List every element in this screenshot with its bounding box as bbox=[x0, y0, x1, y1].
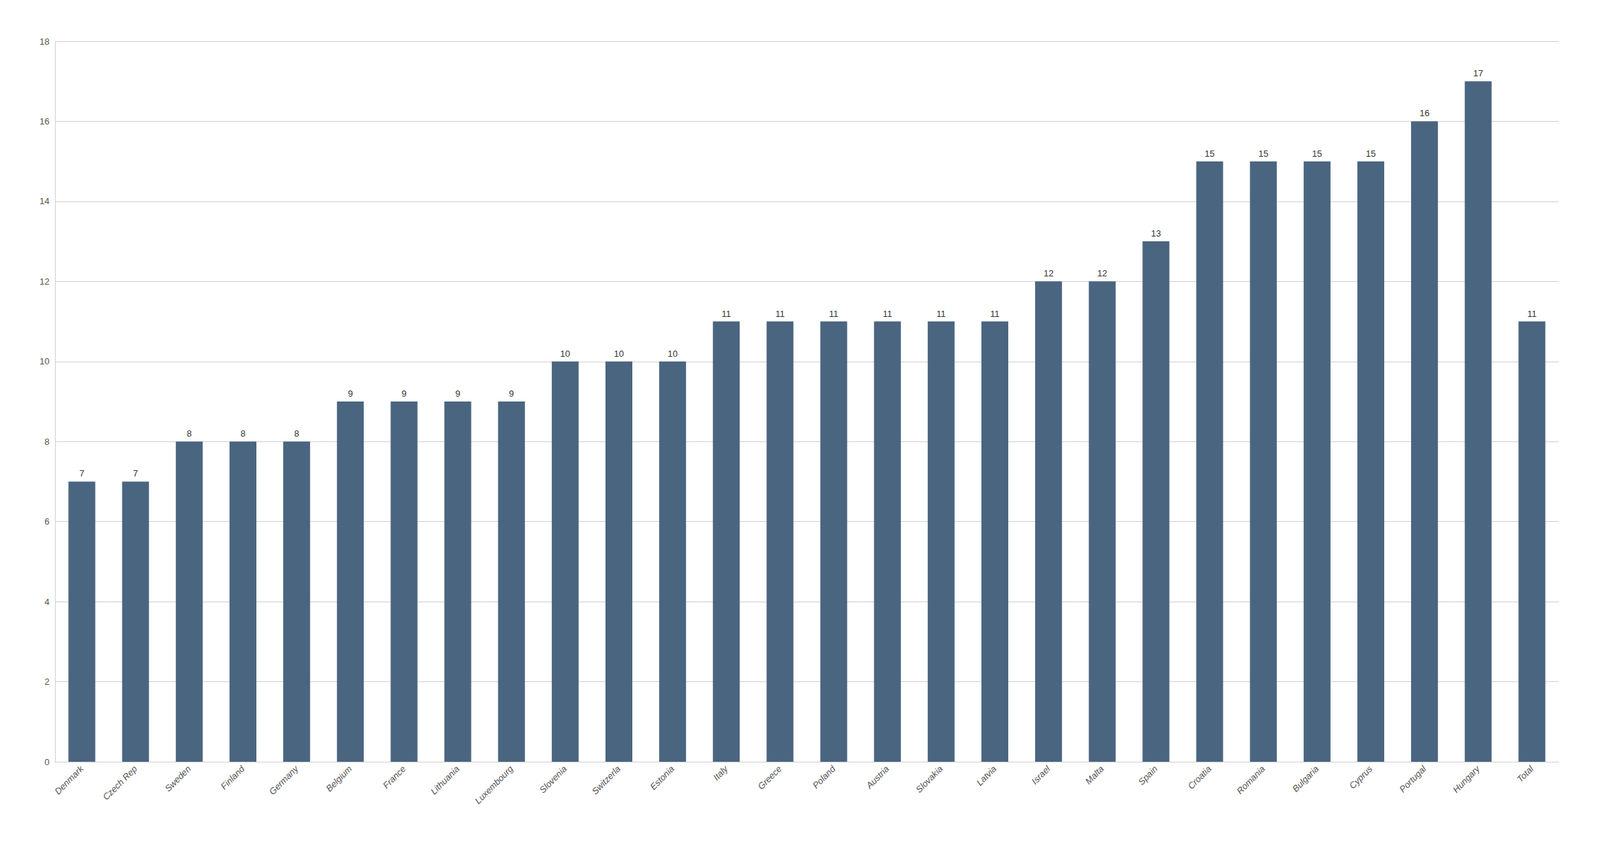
svg-text:Spain: Spain bbox=[1136, 763, 1160, 787]
svg-text:11: 11 bbox=[1527, 308, 1537, 319]
svg-text:13: 13 bbox=[1151, 228, 1161, 239]
svg-text:Slovakia: Slovakia bbox=[913, 763, 945, 795]
svg-text:Germany: Germany bbox=[267, 762, 302, 797]
svg-text:15: 15 bbox=[1312, 148, 1322, 159]
svg-text:Austria: Austria bbox=[863, 763, 892, 792]
svg-text:Belgium: Belgium bbox=[323, 763, 354, 794]
svg-text:Denmark: Denmark bbox=[52, 762, 87, 797]
svg-text:11: 11 bbox=[882, 308, 893, 319]
svg-text:12: 12 bbox=[1097, 268, 1108, 279]
svg-text:Israel: Israel bbox=[1029, 762, 1053, 787]
svg-text:Luxembourg: Luxembourg bbox=[472, 762, 516, 806]
svg-text:10: 10 bbox=[560, 348, 570, 359]
svg-text:9: 9 bbox=[454, 388, 460, 399]
svg-text:Italy: Italy bbox=[711, 762, 732, 783]
svg-text:15: 15 bbox=[1258, 148, 1269, 159]
svg-text:Estonia: Estonia bbox=[648, 763, 677, 792]
svg-text:17: 17 bbox=[1473, 68, 1484, 79]
svg-text:15: 15 bbox=[1204, 148, 1215, 159]
svg-text:4: 4 bbox=[44, 596, 50, 607]
svg-text:16: 16 bbox=[1419, 107, 1429, 119]
svg-text:6: 6 bbox=[44, 516, 50, 527]
svg-text:Greece: Greece bbox=[756, 763, 785, 792]
svg-text:Romania: Romania bbox=[1234, 763, 1267, 796]
svg-text:9: 9 bbox=[401, 388, 407, 399]
svg-text:12: 12 bbox=[1043, 268, 1053, 279]
svg-text:Cyprus: Cyprus bbox=[1347, 762, 1375, 791]
svg-text:Lithuania: Lithuania bbox=[428, 763, 462, 797]
svg-text:Poland: Poland bbox=[810, 762, 838, 791]
svg-text:11: 11 bbox=[990, 308, 1000, 319]
svg-text:9: 9 bbox=[347, 388, 353, 399]
svg-text:10: 10 bbox=[667, 348, 677, 359]
svg-text:8: 8 bbox=[186, 428, 192, 439]
svg-text:Latvia: Latvia bbox=[974, 763, 999, 788]
svg-text:11: 11 bbox=[828, 308, 839, 319]
svg-text:Total: Total bbox=[1514, 762, 1537, 785]
svg-text:France: France bbox=[380, 763, 408, 791]
svg-text:Malta: Malta bbox=[1083, 763, 1106, 787]
svg-text:7: 7 bbox=[79, 468, 84, 479]
svg-text:0: 0 bbox=[44, 756, 50, 768]
svg-text:Finland: Finland bbox=[218, 762, 247, 792]
svg-text:7: 7 bbox=[133, 468, 139, 479]
svg-text:Croatia: Croatia bbox=[1185, 763, 1214, 792]
svg-text:Slovenia: Slovenia bbox=[537, 763, 570, 796]
svg-text:10: 10 bbox=[613, 348, 624, 359]
svg-text:15: 15 bbox=[1365, 148, 1376, 159]
svg-text:Hungary: Hungary bbox=[1450, 762, 1483, 795]
svg-text:16: 16 bbox=[39, 116, 50, 127]
svg-text:8: 8 bbox=[44, 436, 50, 447]
svg-text:8: 8 bbox=[294, 428, 299, 439]
svg-text:12: 12 bbox=[39, 276, 50, 287]
svg-text:14: 14 bbox=[39, 195, 50, 207]
svg-text:18: 18 bbox=[39, 36, 50, 47]
svg-text:8: 8 bbox=[240, 428, 246, 439]
svg-text:Bulgaria: Bulgaria bbox=[1290, 763, 1321, 794]
svg-text:9: 9 bbox=[509, 388, 515, 399]
svg-text:Sweden: Sweden bbox=[162, 763, 194, 794]
svg-text:11: 11 bbox=[721, 308, 732, 319]
svg-text:11: 11 bbox=[775, 308, 785, 319]
svg-text:Portugal: Portugal bbox=[1397, 762, 1429, 795]
svg-text:10: 10 bbox=[39, 356, 50, 367]
svg-text:2: 2 bbox=[44, 676, 50, 687]
svg-text:Czech Rep: Czech Rep bbox=[100, 763, 139, 803]
svg-text:11: 11 bbox=[936, 308, 947, 319]
svg-text:Switzerla: Switzerla bbox=[589, 763, 623, 797]
